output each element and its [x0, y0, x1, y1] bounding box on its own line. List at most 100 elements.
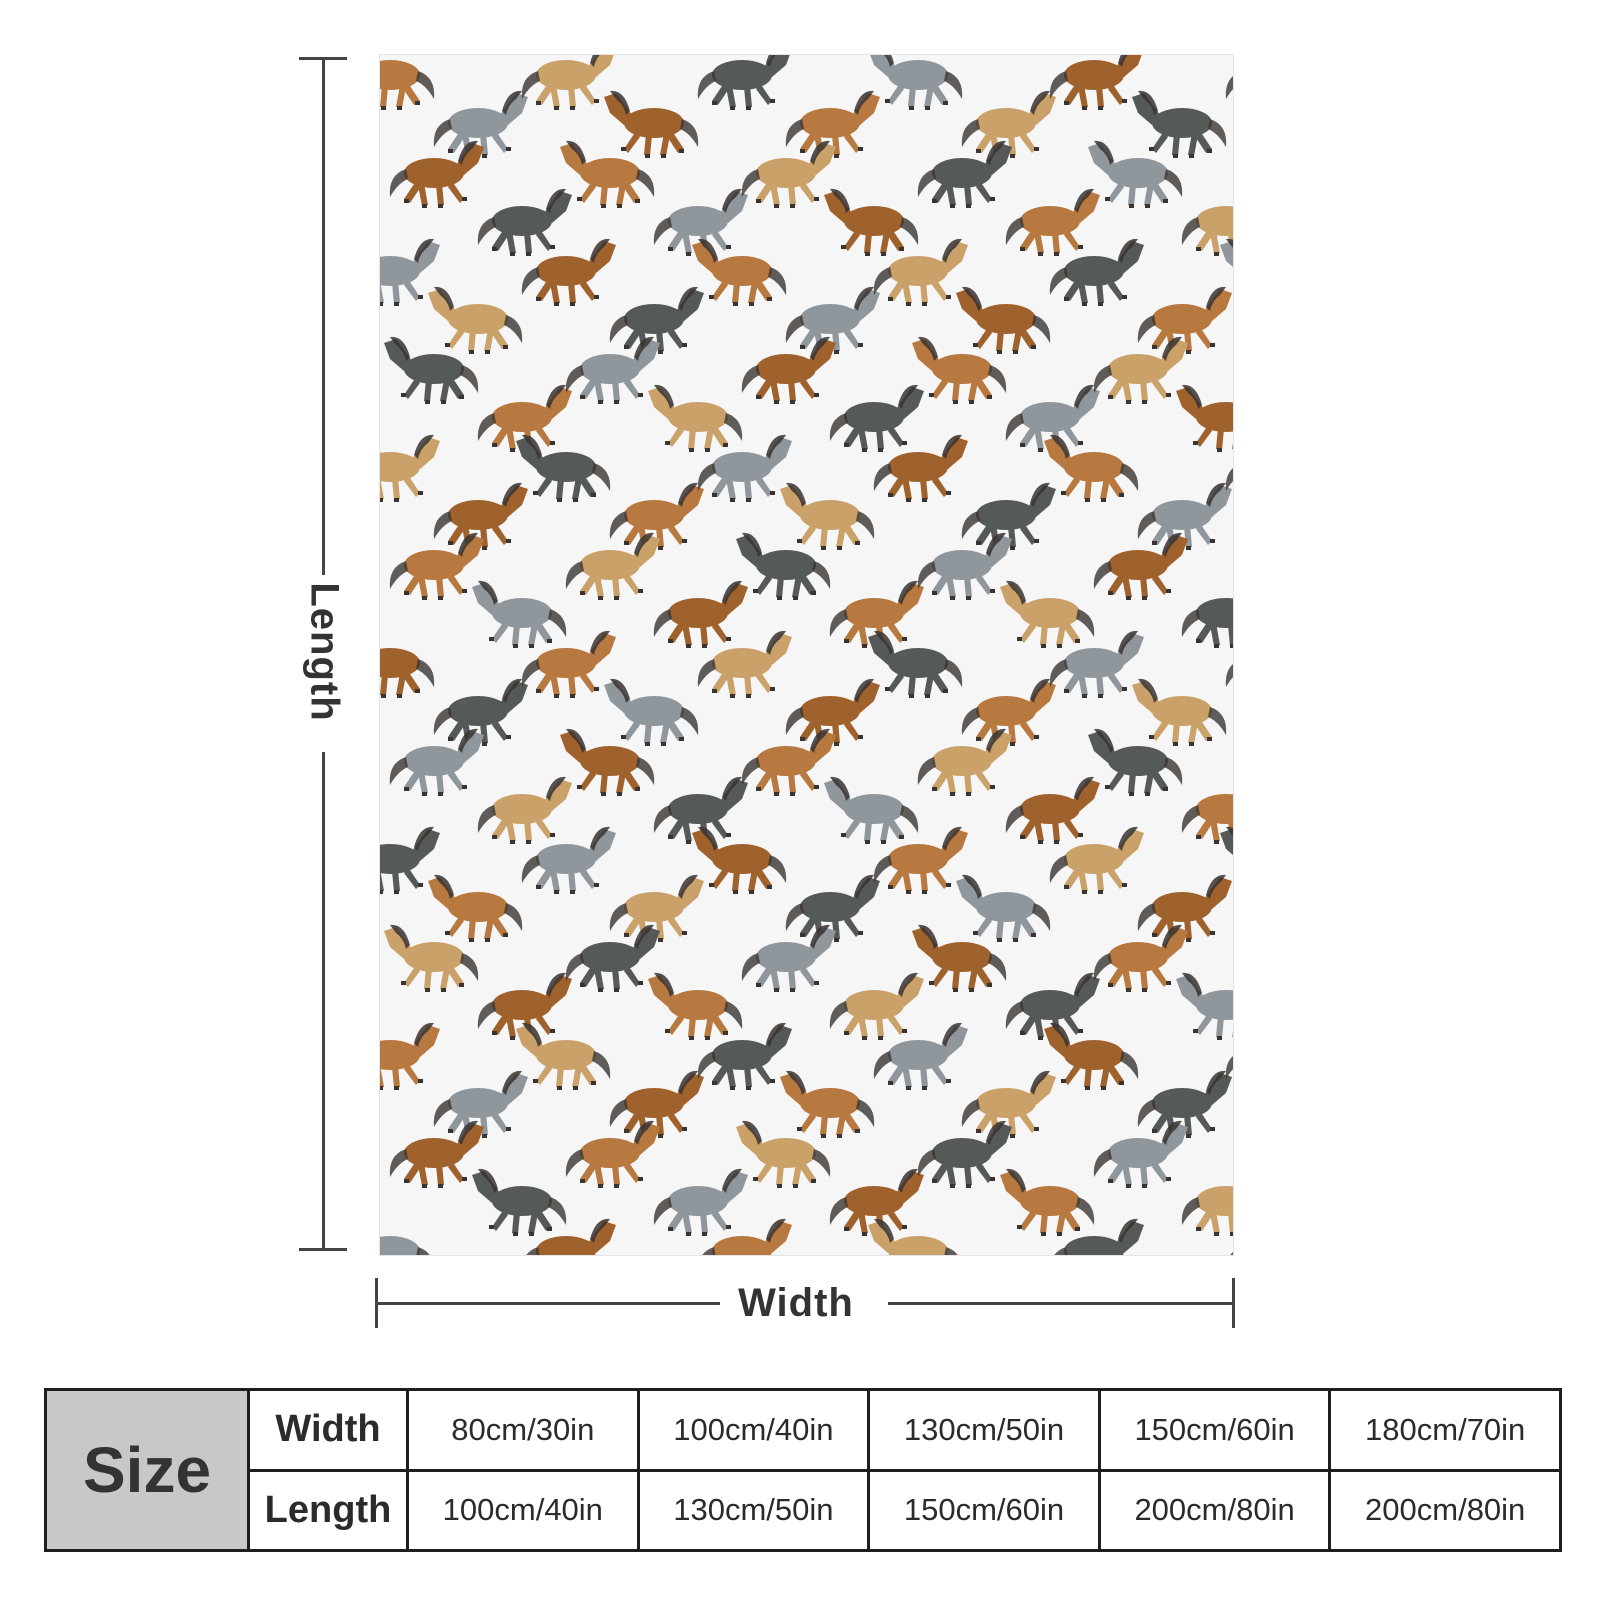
horse-icon [1181, 1186, 1233, 1236]
horse-icon [1093, 924, 1188, 992]
size-table-header: Size [47, 1391, 250, 1549]
horse-icon [389, 728, 484, 796]
horse-icon [917, 728, 1012, 796]
horse-icon [780, 1070, 875, 1138]
horse-icon [389, 532, 484, 600]
horse-icon [521, 826, 616, 894]
horse-icon [741, 924, 836, 992]
width-line-right [888, 1302, 1235, 1305]
horse-icon [1005, 972, 1100, 1040]
row-label-length: Length [264, 1488, 392, 1531]
horse-icon [873, 238, 968, 306]
horse-icon [477, 188, 572, 256]
horse-icon [1005, 188, 1100, 256]
horse-icon [1137, 482, 1232, 550]
horse-icon [917, 532, 1012, 600]
horse-icon [917, 140, 1012, 208]
horse-icon [380, 434, 440, 502]
horse-icon [516, 1022, 611, 1090]
width-line-left [375, 1302, 720, 1305]
horse-icon [1093, 1120, 1188, 1188]
horse-icon [565, 1120, 660, 1188]
horse-icon [741, 728, 836, 796]
size-table: Size Width 80cm/30in 100cm/40in 130cm/50… [44, 1388, 1562, 1552]
width-value: 100cm/40in [636, 1391, 868, 1469]
horse-icon [741, 336, 836, 404]
horse-icon [428, 874, 523, 942]
horse-icon [692, 238, 787, 306]
horse-icon [697, 630, 792, 698]
horse-icon [961, 482, 1056, 550]
width-label: Width [738, 1281, 854, 1325]
length-bottom-tick [299, 1248, 347, 1251]
horse-icon [609, 874, 704, 942]
horse-icon [702, 1218, 792, 1255]
horse-icon [609, 482, 704, 550]
horse-icon [1230, 1252, 1233, 1255]
horse-icon [1132, 90, 1227, 158]
horse-icon [1132, 678, 1227, 746]
horse-icon [1088, 140, 1183, 208]
horse-icon [565, 532, 660, 600]
horse-icon [380, 1022, 440, 1090]
horse-icon [912, 924, 1007, 992]
horse-icon [1044, 1022, 1139, 1090]
width-value: 150cm/60in [1097, 1391, 1329, 1469]
horse-icon [433, 90, 528, 158]
horse-icon [1093, 336, 1188, 404]
row-label-width: Width [275, 1408, 381, 1451]
horse-icon [1176, 384, 1233, 452]
horse-icon [1225, 76, 1233, 99]
horse-icon [380, 648, 435, 698]
horse-icon [477, 776, 572, 844]
horse-icon [917, 1120, 1012, 1188]
horse-icon [1049, 55, 1142, 110]
width-right-tick [1232, 1278, 1235, 1328]
horse-icon [829, 972, 924, 1040]
length-value: 150cm/60in [867, 1471, 1098, 1549]
horse-icon [472, 1168, 567, 1236]
horse-icon [697, 1022, 792, 1090]
horse-icon [380, 1236, 430, 1255]
horse-icon [521, 55, 614, 110]
horse-icon [516, 434, 611, 502]
horse-icon [785, 90, 880, 158]
horse-icon [1220, 826, 1233, 855]
horse-icon [521, 630, 616, 698]
horse-icon [653, 1168, 748, 1236]
horse-icon [565, 336, 660, 404]
horse-icon [560, 140, 655, 208]
horse-icon [824, 188, 919, 256]
horse-icon [384, 336, 479, 404]
horse-icon [1137, 286, 1232, 354]
horse-icon [1000, 1168, 1095, 1236]
horse-icon [653, 188, 748, 256]
horse-icon [1044, 434, 1139, 502]
horse-icon [1049, 826, 1144, 894]
horse-icon [1220, 238, 1233, 267]
horse-icon [472, 580, 567, 648]
horse-icon [870, 55, 963, 110]
horse-icon [384, 924, 479, 992]
horse-icon [609, 286, 704, 354]
horse-icon [1049, 630, 1144, 698]
horse-icon [380, 238, 440, 306]
horse-icon [741, 140, 836, 208]
horse-icon [560, 728, 655, 796]
horse-icon [961, 678, 1056, 746]
horse-icon [477, 384, 572, 452]
horse-icon [604, 90, 699, 158]
horse-icon [389, 1120, 484, 1188]
length-value: 100cm/40in [406, 1471, 637, 1549]
horse-icon [1005, 776, 1100, 844]
horse-icon [829, 1168, 924, 1236]
size-row-width: Width 80cm/30in 100cm/40in 130cm/50in 15… [250, 1391, 1559, 1469]
horse-icon [1225, 468, 1233, 491]
horse-icon [736, 532, 831, 600]
horse-icon [873, 434, 968, 502]
horse-icon [868, 1218, 958, 1255]
horse-icon [780, 482, 875, 550]
width-value: 180cm/70in [1328, 1391, 1559, 1469]
horse-icon [565, 924, 660, 992]
horse-icon [1225, 1056, 1233, 1079]
